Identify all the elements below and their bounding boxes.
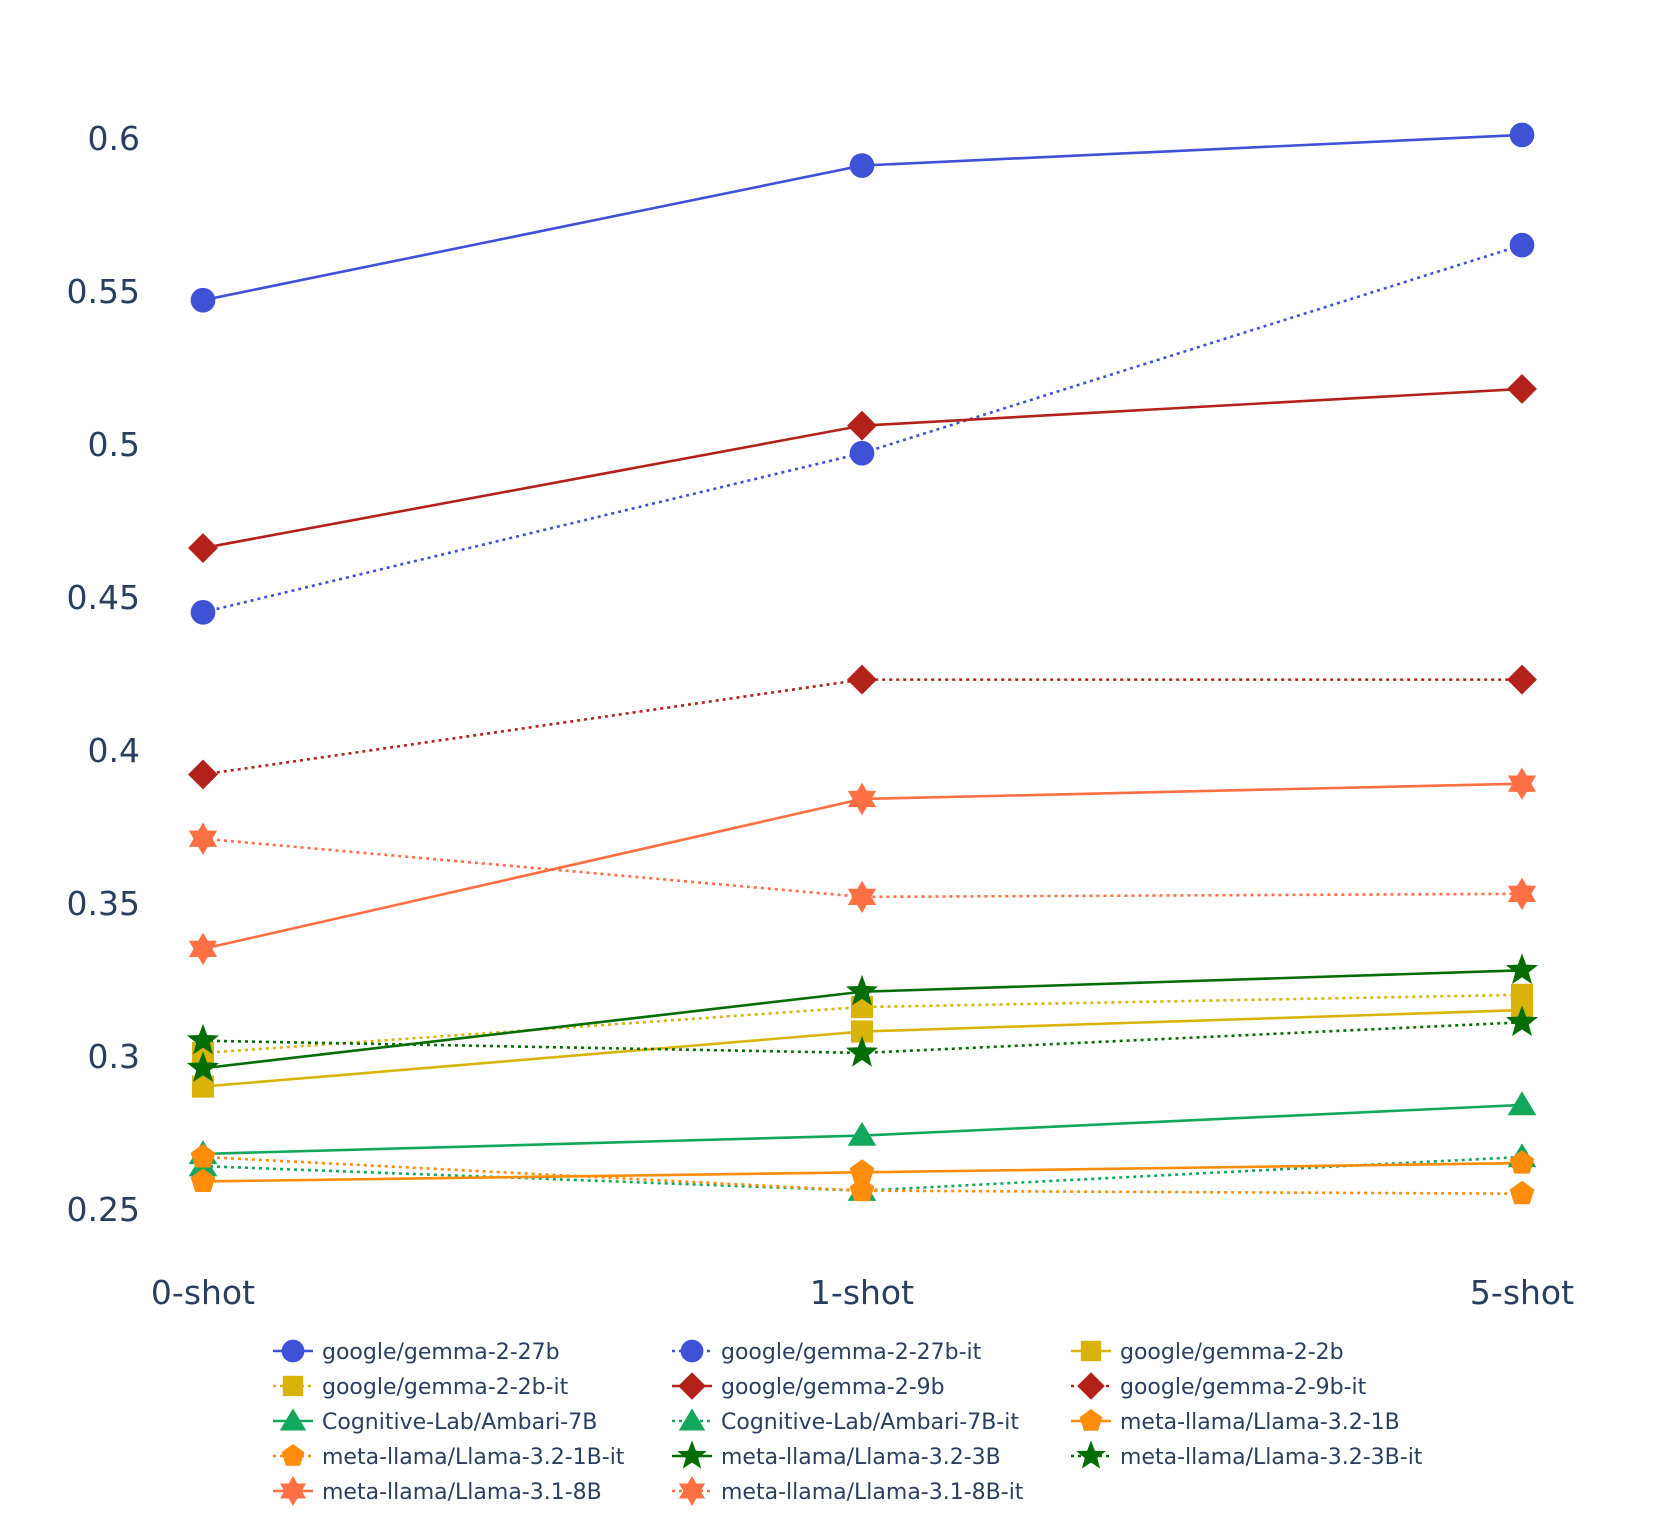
data-point-8-0 [190,1168,216,1192]
legend-item[interactable]: google/gemma-2-2b [1071,1340,1344,1365]
legend-label: meta-llama/Llama-3.2-1B [1120,1410,1400,1435]
legend-item[interactable]: google/gemma-2-27b [273,1339,560,1365]
data-point-0-2 [1509,122,1535,148]
legend-label: meta-llama/Llama-3.1-8B-it [721,1480,1024,1505]
data-point-12-0 [188,932,218,966]
data-point-8-1 [849,1159,875,1183]
legend-item[interactable]: google/gemma-2-27b-it [672,1339,982,1365]
data-point-5-0 [188,759,218,790]
legend-item[interactable]: google/gemma-2-9b [672,1372,945,1400]
data-point-11-2 [1505,1005,1539,1037]
data-point-9-1 [849,1177,875,1202]
legend-label: meta-llama/Llama-3.2-3B [721,1445,1001,1470]
y-tick-label: 0.25 [67,1190,140,1229]
legend-marker [1079,1409,1103,1431]
legend-label: meta-llama/Llama-3.2-3B-it [1120,1445,1423,1470]
legend-marker [677,1440,707,1469]
data-point-12-1 [847,782,877,816]
legend-label: google/gemma-2-27b [322,1340,560,1365]
data-point-13-2 [1507,877,1537,911]
legend-marker [1080,1340,1102,1362]
data-point-1-1 [849,440,875,466]
legend-marker [282,1375,304,1397]
legend-item[interactable]: meta-llama/Llama-3.1-8B [273,1476,602,1506]
x-axis: 0-shot 1-shot 5-shot [151,1273,1574,1312]
data-point-5-2 [1507,664,1537,695]
legend-marker [1076,1440,1106,1469]
data-point-1-2 [1509,232,1535,258]
legend-marker [678,1408,706,1431]
data-point-6-1 [847,1121,877,1146]
legend-marker [679,1476,705,1506]
legend-label: google/gemma-2-2b-it [322,1375,569,1400]
data-point-10-0 [186,1051,220,1082]
legend-item[interactable]: meta-llama/Llama-3.2-1B-it [273,1444,625,1470]
data-point-4-1 [847,410,877,441]
legend-label: google/gemma-2-9b [721,1375,945,1400]
data-point-10-2 [1505,953,1539,984]
legend-label: google/gemma-2-9b-it [1120,1375,1367,1400]
data-point-0-1 [849,153,875,178]
legend-marker [678,1372,706,1400]
series-markers [186,122,1539,1205]
data-point-13-1 [847,880,877,914]
data-point-5-1 [847,664,877,695]
data-point-12-2 [1507,767,1537,800]
legend[interactable]: google/gemma-2-27b google/gemma-2-27b-it g… [273,1339,1423,1506]
legend-item[interactable]: meta-llama/Llama-3.1-8B-it [672,1476,1024,1506]
legend-label: google/gemma-2-2b [1120,1340,1344,1365]
y-tick-label: 0.45 [67,578,140,617]
legend-label: google/gemma-2-27b-it [721,1340,982,1365]
y-axis: 0.25 0.3 0.35 0.4 0.45 0.5 0.55 0.6 [67,119,140,1229]
legend-label: Cognitive-Lab/Ambari-7B-it [721,1410,1019,1435]
series-line-1 [202,243,1523,614]
y-tick-label: 0.55 [67,272,140,311]
legend-item[interactable]: meta-llama/Llama-3.2-1B [1071,1409,1400,1435]
y-tick-label: 0.35 [67,884,140,923]
legend-item[interactable]: meta-llama/Llama-3.2-3B [672,1440,1001,1470]
legend-marker [281,1444,305,1466]
data-point-2-1 [850,1020,874,1043]
legend-marker [279,1408,307,1431]
legend-item[interactable]: google/gemma-2-2b-it [273,1375,569,1400]
data-point-11-0 [186,1023,220,1055]
data-point-4-0 [188,533,218,563]
series-line-13 [202,837,1523,899]
legend-label: meta-llama/Llama-3.2-1B-it [322,1445,625,1470]
x-tick-label: 0-shot [151,1273,255,1312]
y-tick-label: 0.3 [88,1037,140,1076]
legend-marker [680,1339,704,1363]
legend-item[interactable]: Cognitive-Lab/Ambari-7B-it [672,1408,1019,1435]
y-tick-label: 0.4 [88,731,140,770]
legend-item[interactable]: meta-llama/Llama-3.2-3B-it [1071,1440,1423,1470]
legend-label: Cognitive-Lab/Ambari-7B [322,1410,597,1435]
legend-label: meta-llama/Llama-3.1-8B [322,1480,602,1505]
data-point-2-0 [191,1075,215,1098]
data-point-4-2 [1507,373,1537,404]
data-point-9-2 [1509,1180,1535,1205]
data-point-8-2 [1509,1150,1535,1174]
data-point-11-1 [845,1036,879,1067]
x-tick-label: 1-shot [810,1273,914,1312]
legend-item[interactable]: google/gemma-2-9b-it [1071,1372,1367,1400]
y-tick-label: 0.6 [88,119,140,158]
data-point-10-1 [845,974,879,1006]
data-point-13-0 [188,822,218,855]
data-point-3-2 [1510,983,1534,1006]
data-point-6-2 [1507,1091,1537,1116]
legend-item[interactable]: Cognitive-Lab/Ambari-7B [273,1408,597,1435]
legend-marker [1077,1372,1105,1400]
x-tick-label: 5-shot [1470,1273,1574,1312]
data-point-1-0 [190,599,216,625]
y-tick-label: 0.5 [88,425,140,464]
legend-marker [280,1476,306,1506]
data-point-0-0 [190,287,216,313]
data-point-9-0 [190,1143,216,1168]
legend-marker [281,1339,305,1363]
